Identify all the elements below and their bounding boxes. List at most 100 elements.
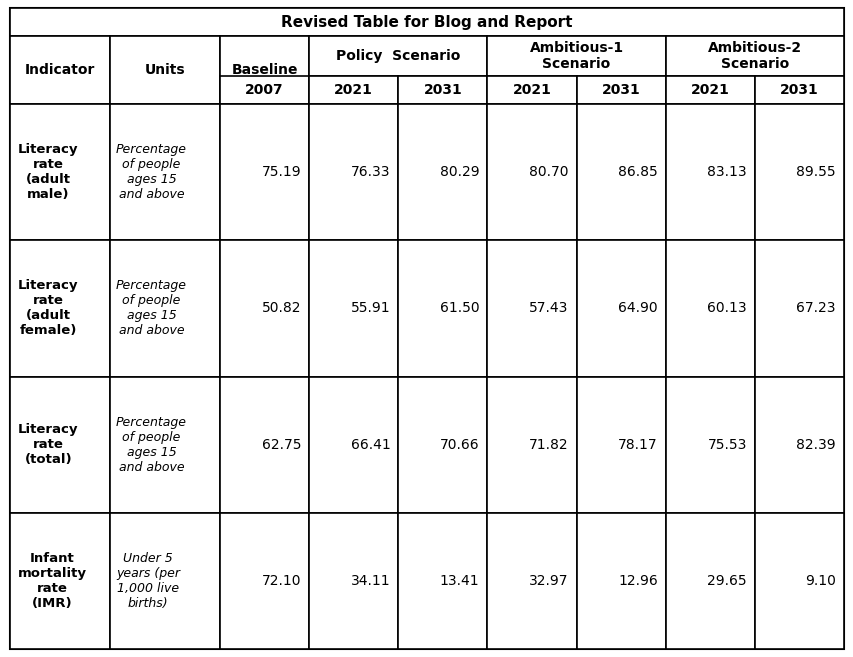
Text: 67.23: 67.23 [796,302,835,315]
Text: Literacy
rate
(adult
male): Literacy rate (adult male) [18,143,78,201]
Bar [309,512,397,649]
Bar [309,76,397,104]
Text: 2031: 2031 [779,83,818,97]
Text: Under 5
years (per
1,000 live
births): Under 5 years (per 1,000 live births) [116,552,180,610]
Bar [754,240,843,376]
Bar [309,104,397,240]
Bar [487,376,576,512]
Text: 50.82: 50.82 [261,302,301,315]
Bar [487,240,576,376]
Text: 9.10: 9.10 [804,574,835,588]
Text: 34.11: 34.11 [351,574,390,588]
Bar [487,76,576,104]
Bar [487,512,576,649]
Bar [576,104,665,240]
Text: 76.33: 76.33 [351,165,390,179]
Bar [110,36,220,104]
Text: Literacy
rate
(total): Literacy rate (total) [18,423,78,466]
Text: Percentage
of people
ages 15
and above: Percentage of people ages 15 and above [116,416,187,474]
Bar [110,240,220,376]
Bar [309,36,487,76]
Bar [754,512,843,649]
Text: 61.50: 61.50 [439,302,479,315]
Text: 89.55: 89.55 [796,165,835,179]
Text: Literacy
rate
(adult
female): Literacy rate (adult female) [18,279,78,338]
Bar [487,104,576,240]
Text: 2031: 2031 [423,83,461,97]
Text: 75.19: 75.19 [261,165,301,179]
Bar [220,104,309,240]
Text: 29.65: 29.65 [706,574,746,588]
Text: 70.66: 70.66 [439,438,479,451]
Bar [10,8,843,36]
Text: 80.70: 80.70 [529,165,568,179]
Bar [220,376,309,512]
Bar [10,376,110,512]
Bar [397,240,487,376]
Bar [754,376,843,512]
Bar [309,376,397,512]
Bar [110,512,220,649]
Text: Infant
mortality
rate
(IMR): Infant mortality rate (IMR) [18,552,87,610]
Text: 2007: 2007 [245,83,283,97]
Bar [576,76,665,104]
Text: Ambitious-2
Scenario: Ambitious-2 Scenario [707,41,801,71]
Bar [576,376,665,512]
Bar [665,376,754,512]
Text: 83.13: 83.13 [706,165,746,179]
Text: 60.13: 60.13 [706,302,746,315]
Text: 12.96: 12.96 [618,574,657,588]
Bar [397,76,487,104]
Text: 72.10: 72.10 [261,574,301,588]
Bar [665,36,843,76]
Bar [754,104,843,240]
Bar [576,240,665,376]
Bar [309,240,397,376]
Text: Percentage
of people
ages 15
and above: Percentage of people ages 15 and above [116,279,187,338]
Text: Ambitious-1
Scenario: Ambitious-1 Scenario [529,41,623,71]
Text: 86.85: 86.85 [618,165,657,179]
Bar [754,76,843,104]
Bar [576,512,665,649]
Text: Baseline: Baseline [231,63,298,77]
Text: 57.43: 57.43 [529,302,568,315]
Bar [665,512,754,649]
Text: 32.97: 32.97 [529,574,568,588]
Bar [487,36,665,76]
Text: Revised Table for Blog and Report: Revised Table for Blog and Report [281,14,572,30]
Text: 2031: 2031 [601,83,640,97]
Text: 82.39: 82.39 [796,438,835,451]
Bar [10,240,110,376]
Bar [220,76,309,104]
Text: Percentage
of people
ages 15
and above: Percentage of people ages 15 and above [116,143,187,201]
Bar [397,104,487,240]
Bar [10,104,110,240]
Bar [110,376,220,512]
Text: 2021: 2021 [690,83,728,97]
Text: 66.41: 66.41 [350,438,390,451]
Text: 75.53: 75.53 [706,438,746,451]
Text: 2021: 2021 [512,83,551,97]
Bar [665,104,754,240]
Bar [220,36,309,104]
Text: 80.29: 80.29 [439,165,479,179]
Bar [665,76,754,104]
Text: 2021: 2021 [334,83,373,97]
Text: 62.75: 62.75 [261,438,301,451]
Text: 78.17: 78.17 [618,438,657,451]
Bar [220,512,309,649]
Text: 71.82: 71.82 [528,438,568,451]
Text: Indicator: Indicator [25,63,95,77]
Bar [10,512,110,649]
Text: 55.91: 55.91 [351,302,390,315]
Text: Units: Units [144,63,185,77]
Bar [397,512,487,649]
Bar [110,104,220,240]
Text: 64.90: 64.90 [618,302,657,315]
Bar [10,36,110,104]
Text: Policy  Scenario: Policy Scenario [336,49,460,63]
Bar [397,376,487,512]
Bar [665,240,754,376]
Bar [220,240,309,376]
Text: 13.41: 13.41 [439,574,479,588]
